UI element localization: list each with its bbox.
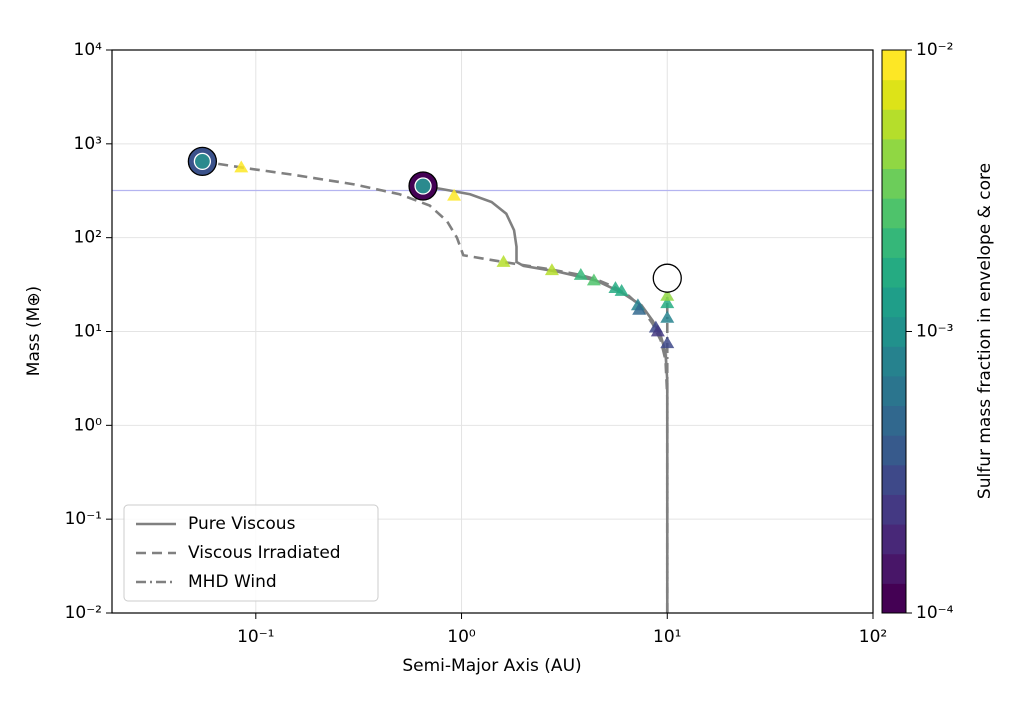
x-tick-label: 10¹ (653, 627, 681, 647)
legend-label: Pure Viscous (188, 514, 296, 534)
colorbar-band (882, 138, 906, 170)
x-tick-label: 10⁰ (447, 627, 476, 647)
scatter-point (660, 336, 675, 349)
scatter-point (586, 273, 601, 286)
plot-frame (111, 49, 874, 614)
colorbar-band (882, 198, 906, 229)
scatter-point (544, 263, 559, 276)
y-tick-label: 10¹ (74, 322, 102, 342)
colorbar-band (882, 79, 906, 110)
y-axis-label: Mass (M⊕) (24, 286, 44, 376)
colorbar-band (882, 257, 906, 288)
scatter-point (632, 302, 647, 315)
colorbar-band (882, 50, 906, 81)
y-tick-label: 10² (74, 228, 102, 248)
scatter-point (650, 324, 665, 337)
colorbar-tick-label: 10⁻³ (916, 322, 953, 342)
y-tick-label: 10⁻² (65, 603, 102, 623)
scatter-point (234, 160, 249, 173)
colorbar-band (882, 524, 906, 555)
colorbar-band (882, 316, 906, 347)
colorbar-band (882, 109, 906, 140)
scatter-point (496, 255, 511, 267)
colorbar-band (882, 583, 906, 614)
colorbar-label: Sulfur mass fraction in envelope & core (975, 163, 995, 499)
colorbar-band (882, 227, 906, 258)
scatter-point (573, 268, 588, 280)
legend-box (123, 504, 379, 602)
colorbar-band (882, 287, 906, 318)
colorbar-band (882, 168, 906, 199)
y-tick-label: 10⁴ (74, 40, 103, 60)
scatter-point (660, 310, 675, 323)
legend-label: MHD Wind (188, 572, 277, 592)
colorbar-band (882, 494, 906, 525)
colorbar-band (882, 464, 906, 495)
planet (652, 263, 682, 293)
x-tick-label: 10⁻¹ (237, 627, 274, 647)
legend-label: Viscous Irradiated (188, 543, 341, 563)
scatter-point (614, 284, 629, 296)
colorbar-band (882, 346, 906, 377)
line (422, 184, 669, 613)
colorbar-band (882, 405, 906, 436)
colorbar-tick-label: 10⁻⁴ (916, 603, 954, 623)
colorbar-tick-label: 10⁻² (916, 40, 953, 60)
planet-core (193, 152, 212, 171)
y-tick-label: 10³ (74, 134, 102, 154)
scatter-point (447, 188, 462, 201)
colorbar-band (882, 375, 906, 407)
scatter-point (660, 296, 675, 309)
colorbar-band (882, 435, 906, 466)
y-tick-label: 10⁰ (74, 415, 103, 435)
x-axis-label: Semi-Major Axis (AU) (402, 656, 581, 676)
x-tick-label: 10² (859, 627, 887, 647)
y-tick-label: 10⁻¹ (65, 509, 102, 529)
colorbar-band (882, 553, 906, 584)
scatter-point (660, 288, 675, 301)
planet-core (414, 177, 432, 195)
